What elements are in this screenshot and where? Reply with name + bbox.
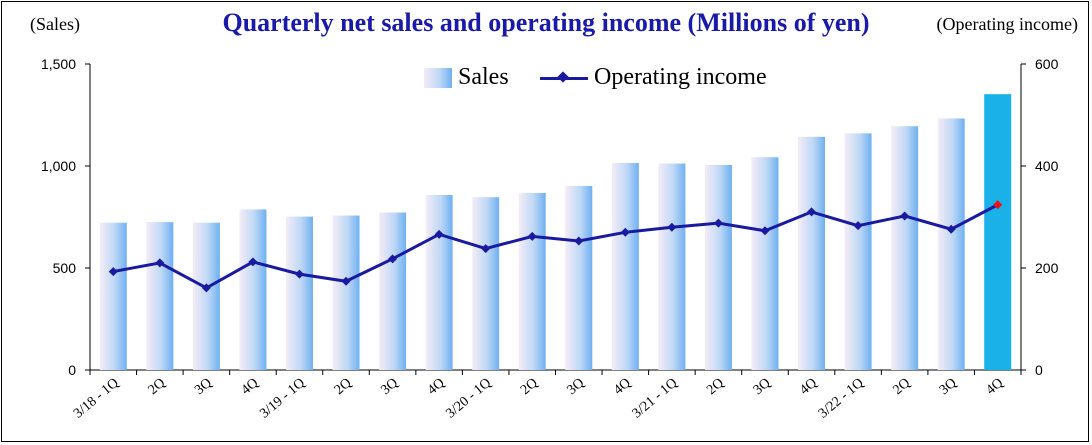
x-tick-label: 3/20 - 1Q: [443, 376, 494, 422]
sales-bar: [611, 162, 639, 370]
operating-income-marker: [993, 200, 1003, 210]
sales-bar: [658, 163, 686, 370]
sales-bar: [285, 216, 313, 370]
chart-title: Quarterly net sales and operating income…: [222, 8, 870, 37]
legend-sales-swatch: [424, 67, 452, 88]
operating-income-marker: [388, 254, 398, 264]
left-tick-label: 1,000: [41, 158, 76, 174]
x-tick-label: 4Q: [239, 376, 262, 398]
x-tick-label: 4Q: [611, 376, 634, 398]
x-tick-label: 2Q: [518, 376, 541, 398]
sales-bar: [425, 194, 453, 370]
operating-income-marker: [201, 283, 211, 293]
sales-bar: [146, 222, 174, 370]
sales-bar: [565, 185, 593, 370]
left-tick-label: 0: [68, 362, 76, 378]
x-tick-label: 3Q: [192, 376, 215, 398]
legend-operating-income-swatch: [540, 68, 588, 88]
operating-income-marker: [341, 276, 351, 286]
operating-income-marker: [667, 222, 677, 232]
right-axis-unit: (Operating income): [936, 14, 1078, 34]
operating-income-marker: [760, 226, 770, 236]
left-tick-label: 500: [53, 260, 77, 276]
x-tick-label: 2Q: [332, 376, 355, 398]
x-tick-label: 4Q: [425, 376, 448, 398]
right-tick-label: 400: [1035, 158, 1059, 174]
operating-income-line: [113, 203, 999, 290]
operating-income-marker: [713, 218, 723, 228]
sales-bar: [751, 157, 779, 370]
x-tick-label: 3/18 - 1Q: [71, 376, 122, 422]
x-tick-label: 2Q: [146, 376, 169, 398]
sales-bar: [891, 126, 919, 370]
x-tick-label: 2Q: [890, 376, 913, 398]
sales-bar: [192, 222, 220, 370]
sales-bar: [704, 164, 732, 370]
sales-bar: [984, 94, 1012, 370]
x-tick-label: 3/19 - 1Q: [257, 376, 308, 422]
sales-bar: [472, 197, 500, 370]
operating-income-marker: [620, 227, 630, 237]
operating-income-marker: [481, 244, 491, 254]
sales-bar: [332, 215, 360, 370]
operating-income-marker: [900, 211, 910, 221]
sales-bar: [518, 192, 546, 370]
left-tick-label: 1,500: [41, 56, 76, 72]
legend-sales: Sales: [424, 64, 509, 91]
x-tick-label: 3/21 - 1Q: [630, 376, 681, 422]
x-tick-label: 3Q: [378, 376, 401, 398]
x-tick-label: 4Q: [984, 376, 1007, 398]
sales-bar: [239, 209, 267, 370]
operating-income-marker: [946, 224, 956, 234]
operating-income-marker: [434, 229, 444, 239]
legend-operating-income-label: Operating income: [594, 64, 767, 90]
operating-income-marker: [527, 231, 537, 241]
operating-income-marker: [294, 269, 304, 279]
operating-income-marker: [574, 236, 584, 246]
sales-bar: [937, 118, 965, 370]
x-tick-label: 3/22 - 1Q: [816, 376, 867, 422]
x-tick-label: 3Q: [751, 376, 774, 398]
x-tick-label: 3Q: [937, 376, 960, 398]
left-axis-unit: (Sales): [30, 14, 80, 34]
sales-bar: [379, 212, 407, 370]
right-tick-label: 600: [1035, 56, 1059, 72]
operating-income-marker: [248, 257, 258, 267]
operating-income-marker: [853, 221, 863, 231]
right-tick-label: 0: [1035, 362, 1043, 378]
x-tick-label: 4Q: [797, 376, 820, 398]
operating-income-marker: [155, 258, 165, 268]
sales-bar: [99, 222, 127, 370]
legend-operating-income: Operating income: [540, 64, 767, 91]
operating-income-marker: [108, 267, 118, 277]
right-tick-label: 200: [1035, 260, 1059, 276]
x-tick-label: 2Q: [704, 376, 727, 398]
x-tick-label: 3Q: [565, 376, 588, 398]
sales-bar: [844, 133, 872, 370]
operating-income-marker: [807, 207, 817, 217]
sales-bar: [798, 136, 826, 370]
legend-sales-label: Sales: [458, 64, 509, 90]
